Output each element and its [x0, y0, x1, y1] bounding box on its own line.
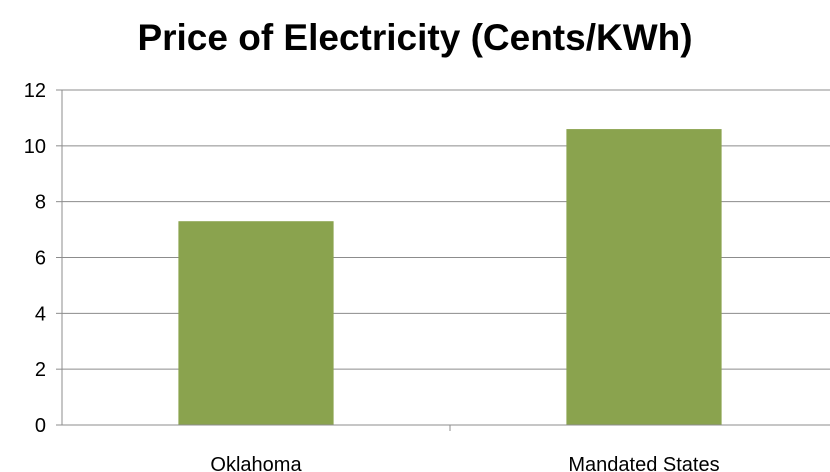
bar-oklahoma: [178, 221, 334, 425]
y-tick-label: 2: [35, 359, 46, 381]
chart-title: Price of Electricity (Cents/KWh): [137, 17, 693, 58]
y-tick-label: 0: [35, 415, 46, 437]
x-category-label: Mandated States: [568, 454, 719, 472]
y-tick-label: 4: [35, 303, 46, 325]
y-tick-label: 8: [35, 192, 46, 214]
y-tick-label: 12: [24, 80, 46, 102]
x-category-label: Oklahoma: [210, 454, 302, 472]
y-tick-label: 10: [24, 136, 46, 158]
axes: [56, 89, 830, 431]
axis-labels: 0 2 4 6 8 10 12 Oklahoma Mandated States: [24, 80, 720, 472]
bars: [178, 129, 722, 426]
bar-mandated-states: [566, 129, 722, 426]
y-tick-label: 6: [35, 248, 46, 270]
